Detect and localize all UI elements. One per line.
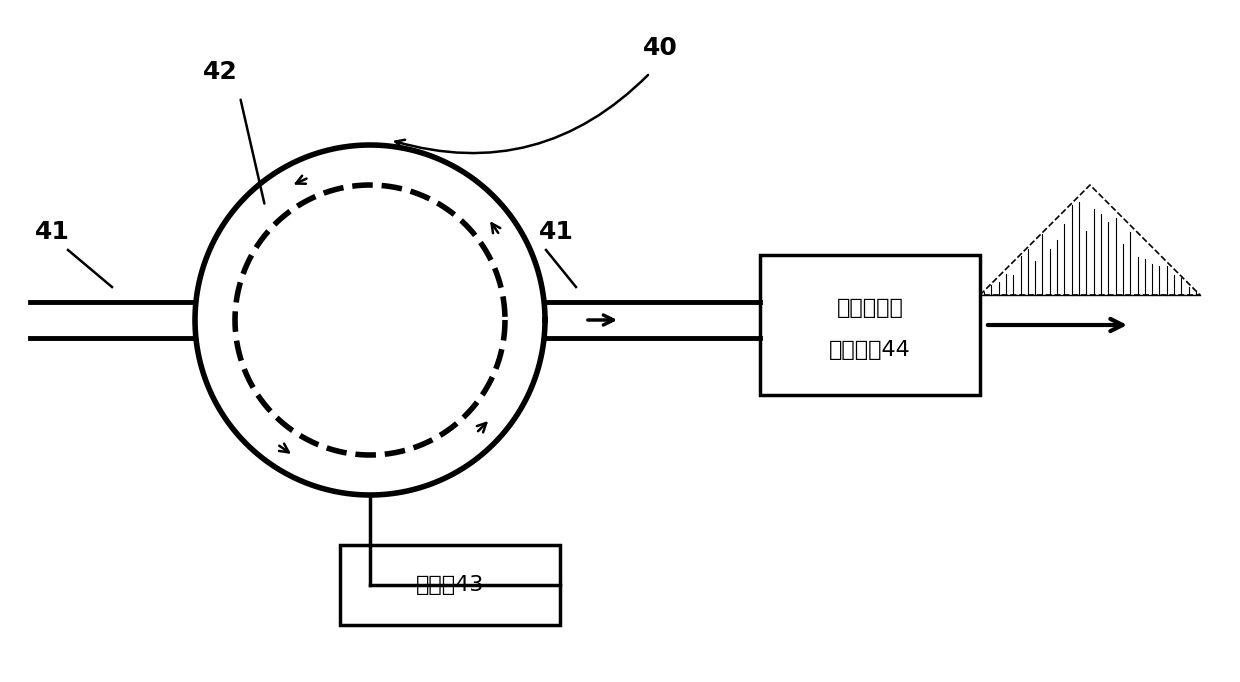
Text: 41: 41 xyxy=(35,220,69,244)
Bar xyxy=(760,255,980,395)
Bar xyxy=(340,545,560,625)
Text: 输出接口44: 输出接口44 xyxy=(830,340,911,360)
Text: 谐振器43: 谐振器43 xyxy=(415,575,484,595)
Text: 光学频率梳: 光学频率梳 xyxy=(837,298,904,318)
Text: 41: 41 xyxy=(538,220,573,244)
Text: 42: 42 xyxy=(202,60,237,84)
Text: 40: 40 xyxy=(642,36,677,60)
